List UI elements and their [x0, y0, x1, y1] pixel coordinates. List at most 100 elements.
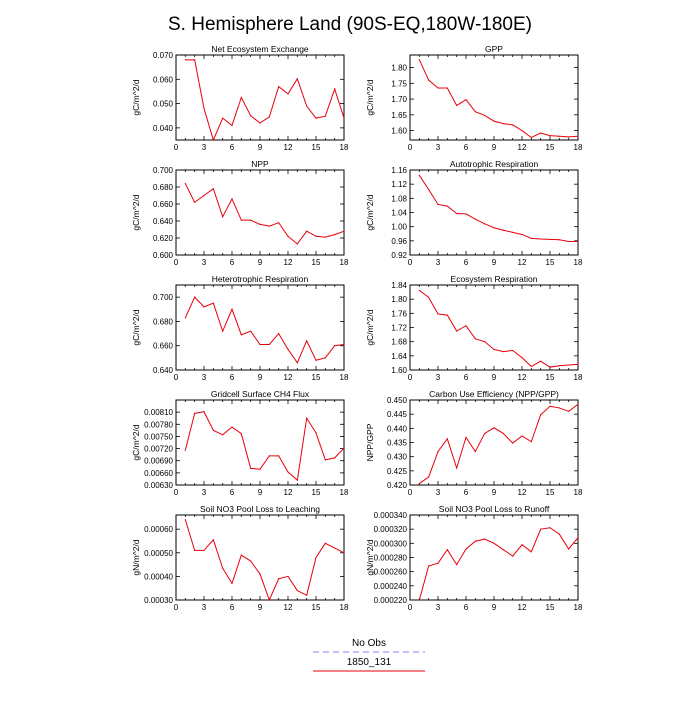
chart-title: Ecosystem Respiration — [451, 274, 538, 284]
y-tick-label: 0.000260 — [374, 568, 408, 577]
chart-panel: Ecosystem Respiration gC/m^2/d 0 3 6 9 12 15 18 1… — [365, 274, 583, 382]
data-point — [240, 432, 242, 435]
y-tick-label: 0.640 — [153, 217, 174, 226]
y-tick-label: 0.00780 — [144, 420, 173, 429]
x-tick-label: 3 — [202, 488, 207, 497]
x-tick-label: 0 — [174, 603, 179, 612]
x-tick-label: 12 — [284, 143, 293, 152]
y-tick-label: 0.00690 — [144, 457, 173, 466]
x-tick-label: 0 — [174, 143, 179, 152]
plot-frame — [409, 284, 579, 371]
data-point — [428, 476, 430, 478]
x-tick-label: 3 — [202, 603, 207, 612]
data-point — [203, 549, 205, 552]
data-point — [222, 117, 224, 119]
data-point — [231, 582, 233, 585]
data-point — [521, 129, 523, 132]
x-tick-label: 6 — [464, 603, 469, 612]
data-point — [184, 183, 186, 185]
x-tick-label: 18 — [574, 603, 583, 612]
data-point — [287, 348, 289, 350]
x-tick-label: 12 — [284, 373, 293, 382]
data-point — [268, 116, 270, 118]
data-point — [512, 124, 514, 126]
x-tick-label: 15 — [312, 258, 321, 267]
data-point — [212, 139, 214, 141]
data-point — [250, 467, 252, 470]
x-tick-label: 6 — [230, 373, 235, 382]
y-tick-label: 0.000220 — [374, 596, 408, 605]
data-point — [558, 239, 560, 241]
data-point — [530, 136, 532, 139]
x-tick-label: 9 — [258, 488, 263, 497]
y-tick-label: 0.600 — [153, 251, 174, 260]
y-tick-label: 0.000280 — [374, 554, 408, 563]
y-axis-label: gC/m^2/d — [131, 194, 141, 230]
y-tick-label: 0.00030 — [144, 596, 173, 605]
y-tick-label: 0.660 — [153, 342, 174, 351]
data-point — [324, 115, 326, 117]
data-point — [465, 325, 467, 327]
data-point — [184, 449, 186, 451]
y-tick-label: 1.60 — [391, 366, 407, 375]
data-point — [493, 120, 495, 122]
y-tick-label: 1.08 — [391, 194, 407, 203]
data-point — [558, 533, 560, 535]
x-tick-label: 0 — [174, 373, 179, 382]
x-tick-label: 3 — [436, 603, 441, 612]
x-tick-label: 0 — [408, 488, 413, 497]
y-tick-label: 0.430 — [387, 453, 408, 462]
x-tick-label: 6 — [464, 488, 469, 497]
data-point — [222, 567, 224, 569]
data-point — [184, 59, 186, 61]
x-tick-label: 12 — [284, 258, 293, 267]
x-tick-label: 6 — [230, 143, 235, 152]
y-axis-label: gC/m^2/d — [365, 79, 375, 115]
data-point — [418, 482, 420, 485]
data-point — [568, 548, 570, 550]
data-point — [530, 551, 532, 553]
y-tick-label: 0.96 — [391, 237, 407, 246]
data-point — [268, 599, 270, 601]
data-point — [315, 117, 317, 119]
data-point — [278, 85, 280, 88]
x-tick-label: 15 — [546, 143, 555, 152]
data-point — [446, 549, 448, 551]
data-point — [296, 243, 298, 245]
x-tick-label: 3 — [436, 488, 441, 497]
x-tick-label: 12 — [518, 603, 527, 612]
data-point — [259, 573, 261, 575]
data-point — [287, 575, 289, 577]
data-point — [456, 467, 458, 469]
data-point — [194, 549, 196, 552]
data-point — [296, 78, 298, 80]
x-tick-label: 9 — [258, 258, 263, 267]
chart-panel: Soil NO3 Pool Loss to Runoff gN/m^2/d 0 3 6 9… — [365, 504, 583, 612]
data-point — [484, 538, 486, 540]
x-tick-label: 18 — [574, 373, 583, 382]
data-point — [456, 104, 458, 106]
x-tick-label: 6 — [230, 258, 235, 267]
y-tick-label: 1.68 — [391, 338, 407, 347]
data-point — [259, 122, 261, 124]
series-line — [184, 296, 345, 364]
data-point — [268, 455, 270, 457]
data-point — [278, 332, 280, 335]
series-line — [184, 183, 345, 245]
data-point — [194, 59, 196, 61]
x-tick-label: 6 — [230, 488, 235, 497]
chart-panel: NPP gC/m^2/d 0 3 6 9 12 15 18 0.600 0.620 0.640 0.66… — [131, 159, 349, 267]
data-point — [334, 457, 336, 459]
data-point — [306, 340, 308, 342]
y-tick-label: 0.00050 — [144, 549, 173, 558]
data-point — [203, 194, 205, 197]
y-tick-label: 0.620 — [153, 234, 174, 243]
chart-title: GPP — [485, 44, 503, 54]
data-point — [212, 188, 214, 190]
x-tick-label: 18 — [574, 488, 583, 497]
x-tick-label: 3 — [202, 143, 207, 152]
y-tick-label: 1.64 — [391, 352, 407, 361]
data-point — [315, 235, 317, 237]
chart-panel: GPP gC/m^2/d 0 3 6 9 12 15 18 1.60 1.65 1.70 1.75 1.8… — [365, 44, 583, 152]
y-tick-label: 1.60 — [391, 127, 407, 136]
